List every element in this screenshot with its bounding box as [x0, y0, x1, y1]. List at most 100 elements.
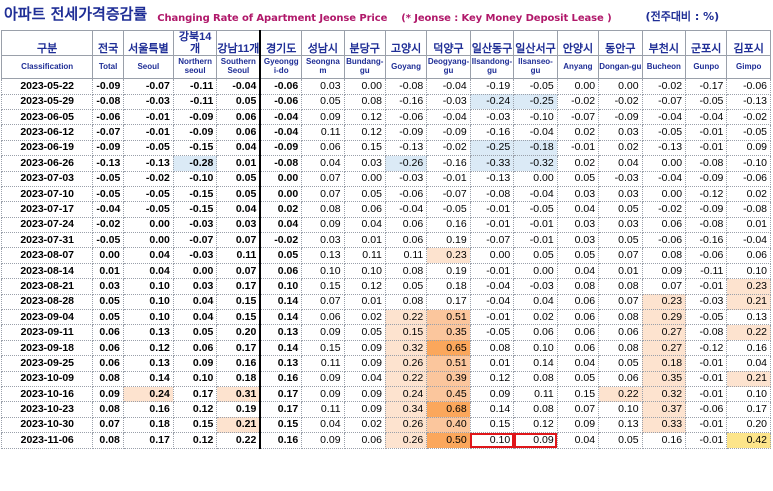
value-cell: -0.02	[641, 78, 687, 95]
value-cell: 0.03	[598, 185, 643, 203]
value-cell: 0.34	[384, 401, 428, 418]
value-cell: 0.06	[92, 324, 124, 341]
value-cell: 0.05	[598, 432, 643, 449]
value-cell: -0.17	[685, 78, 728, 95]
jeonse-rate-table: 구분 전국 서울특별 강북14개 강남11개 경기도 성남시 분당구 고양시 덕양구 일산동구 일산서…	[0, 29, 771, 449]
column-header-kr: 안양시	[556, 29, 600, 57]
value-cell: -0.04	[216, 78, 262, 95]
value-cell: -0.05	[92, 170, 124, 187]
value-cell: -0.01	[685, 124, 728, 141]
value-cell: -0.06	[92, 108, 124, 126]
value-cell: 0.09	[343, 401, 386, 418]
value-cell: 0.45	[426, 385, 471, 403]
value-cell: -0.09	[685, 170, 728, 187]
value-cell: 0.00	[469, 247, 515, 264]
value-cell: 0.06	[343, 201, 386, 218]
value-cell: 0.01	[92, 262, 124, 280]
value-cell: -0.16	[685, 232, 728, 249]
value-cell: 0.06	[384, 232, 428, 249]
value-cell: 0.07	[216, 262, 262, 280]
value-cell: -0.04	[685, 108, 728, 126]
value-cell: 0.15	[259, 416, 303, 434]
value-cell: -0.06	[259, 93, 303, 110]
column-header-en: Gunpo	[685, 55, 728, 80]
value-cell: 0.06	[259, 262, 303, 280]
value-cell: 0.05	[343, 185, 386, 203]
value-cell: 0.17	[216, 339, 262, 357]
value-cell: -0.06	[726, 170, 771, 187]
value-cell: -0.01	[685, 432, 728, 449]
value-cell: 0.29	[641, 309, 687, 326]
value-cell: 0.02	[259, 201, 303, 218]
value-cell: -0.06	[685, 247, 728, 264]
value-cell: 0.05	[92, 293, 124, 311]
value-cell: -0.13	[469, 170, 515, 187]
value-cell: 0.08	[598, 339, 643, 357]
value-cell: 0.08	[343, 93, 386, 110]
value-cell: 0.04	[513, 293, 558, 311]
table-row: 2023-06-12 -0.07 -0.01 -0.09 0.06 -0.04 0.11 0.…	[0, 124, 771, 141]
value-cell: -0.03	[172, 216, 218, 234]
date-cell: 2023-07-10	[0, 185, 94, 203]
table-row: 2023-06-26 -0.13 -0.13 -0.28 0.01 -0.08 0.04 0.…	[0, 155, 771, 172]
column-header-en: Dongan-gu	[598, 55, 643, 80]
value-cell: -0.04	[92, 201, 124, 218]
value-cell: 0.12	[343, 278, 386, 295]
value-cell: 0.26	[384, 416, 428, 434]
value-cell: 0.40	[426, 416, 471, 434]
table-row: 2023-10-30 0.07 0.18 0.15 0.21 0.15 0.04 0.02 0.…	[0, 416, 771, 434]
date-cell: 2023-10-09	[0, 370, 94, 388]
value-cell: 0.04	[598, 155, 643, 172]
value-cell: -0.13	[384, 139, 428, 157]
value-cell: 0.05	[556, 170, 600, 187]
value-cell: -0.02	[122, 170, 174, 187]
value-cell: 0.09	[641, 262, 687, 280]
value-cell: -0.04	[469, 278, 515, 295]
value-cell: 0.00	[641, 155, 687, 172]
value-cell: -0.01	[685, 278, 728, 295]
value-cell: 0.16	[122, 401, 174, 418]
value-cell: -0.05	[685, 93, 728, 110]
value-cell: 0.12	[343, 124, 386, 141]
value-cell: 0.22	[598, 385, 643, 403]
value-cell: -0.10	[726, 155, 771, 172]
value-cell: -0.01	[469, 201, 515, 218]
value-cell: 0.11	[301, 401, 345, 418]
date-cell: 2023-06-05	[0, 108, 94, 126]
value-cell: 0.11	[384, 247, 428, 264]
value-cell: 0.12	[513, 416, 558, 434]
table-row: 2023-09-04 0.05 0.10 0.04 0.15 0.14 0.06 0.02 0.…	[0, 309, 771, 326]
column-header-en: Northern seoul	[172, 55, 218, 80]
value-cell: 0.17	[172, 385, 218, 403]
value-cell: 0.09	[301, 324, 345, 341]
value-cell: 0.15	[556, 385, 600, 403]
value-cell: 0.01	[343, 293, 386, 311]
value-cell: 0.23	[726, 278, 771, 295]
value-cell: -0.08	[685, 216, 728, 234]
value-cell: 0.35	[641, 370, 687, 388]
value-cell: -0.09	[598, 108, 643, 126]
value-cell: 0.06	[92, 339, 124, 357]
value-cell: 0.19	[216, 401, 262, 418]
value-cell: -0.08	[685, 324, 728, 341]
value-cell: -0.02	[556, 93, 600, 110]
column-header-kr: 일산동구	[469, 29, 515, 57]
value-cell: -0.10	[513, 108, 558, 126]
value-cell: 0.07	[598, 293, 643, 311]
value-cell: -0.05	[122, 139, 174, 157]
value-cell: 0.10	[301, 262, 345, 280]
table-row: 2023-07-10 -0.05 -0.05 -0.15 0.05 0.00 0.07 0.0…	[0, 185, 771, 203]
value-cell: 0.04	[343, 370, 386, 388]
value-cell: 0.06	[598, 324, 643, 341]
value-cell: -0.19	[469, 78, 515, 95]
date-cell: 2023-08-14	[0, 262, 94, 280]
value-cell: -0.05	[122, 185, 174, 203]
value-cell: 0.10	[598, 401, 643, 418]
column-header-en: Bundang-gu	[343, 55, 386, 80]
value-cell: 0.06	[92, 355, 124, 372]
value-cell: 0.06	[384, 216, 428, 234]
value-cell: -0.06	[726, 78, 771, 95]
value-cell: 0.04	[343, 216, 386, 234]
column-header-kr: 덕양구	[426, 29, 471, 57]
value-cell: 0.16	[259, 432, 303, 449]
